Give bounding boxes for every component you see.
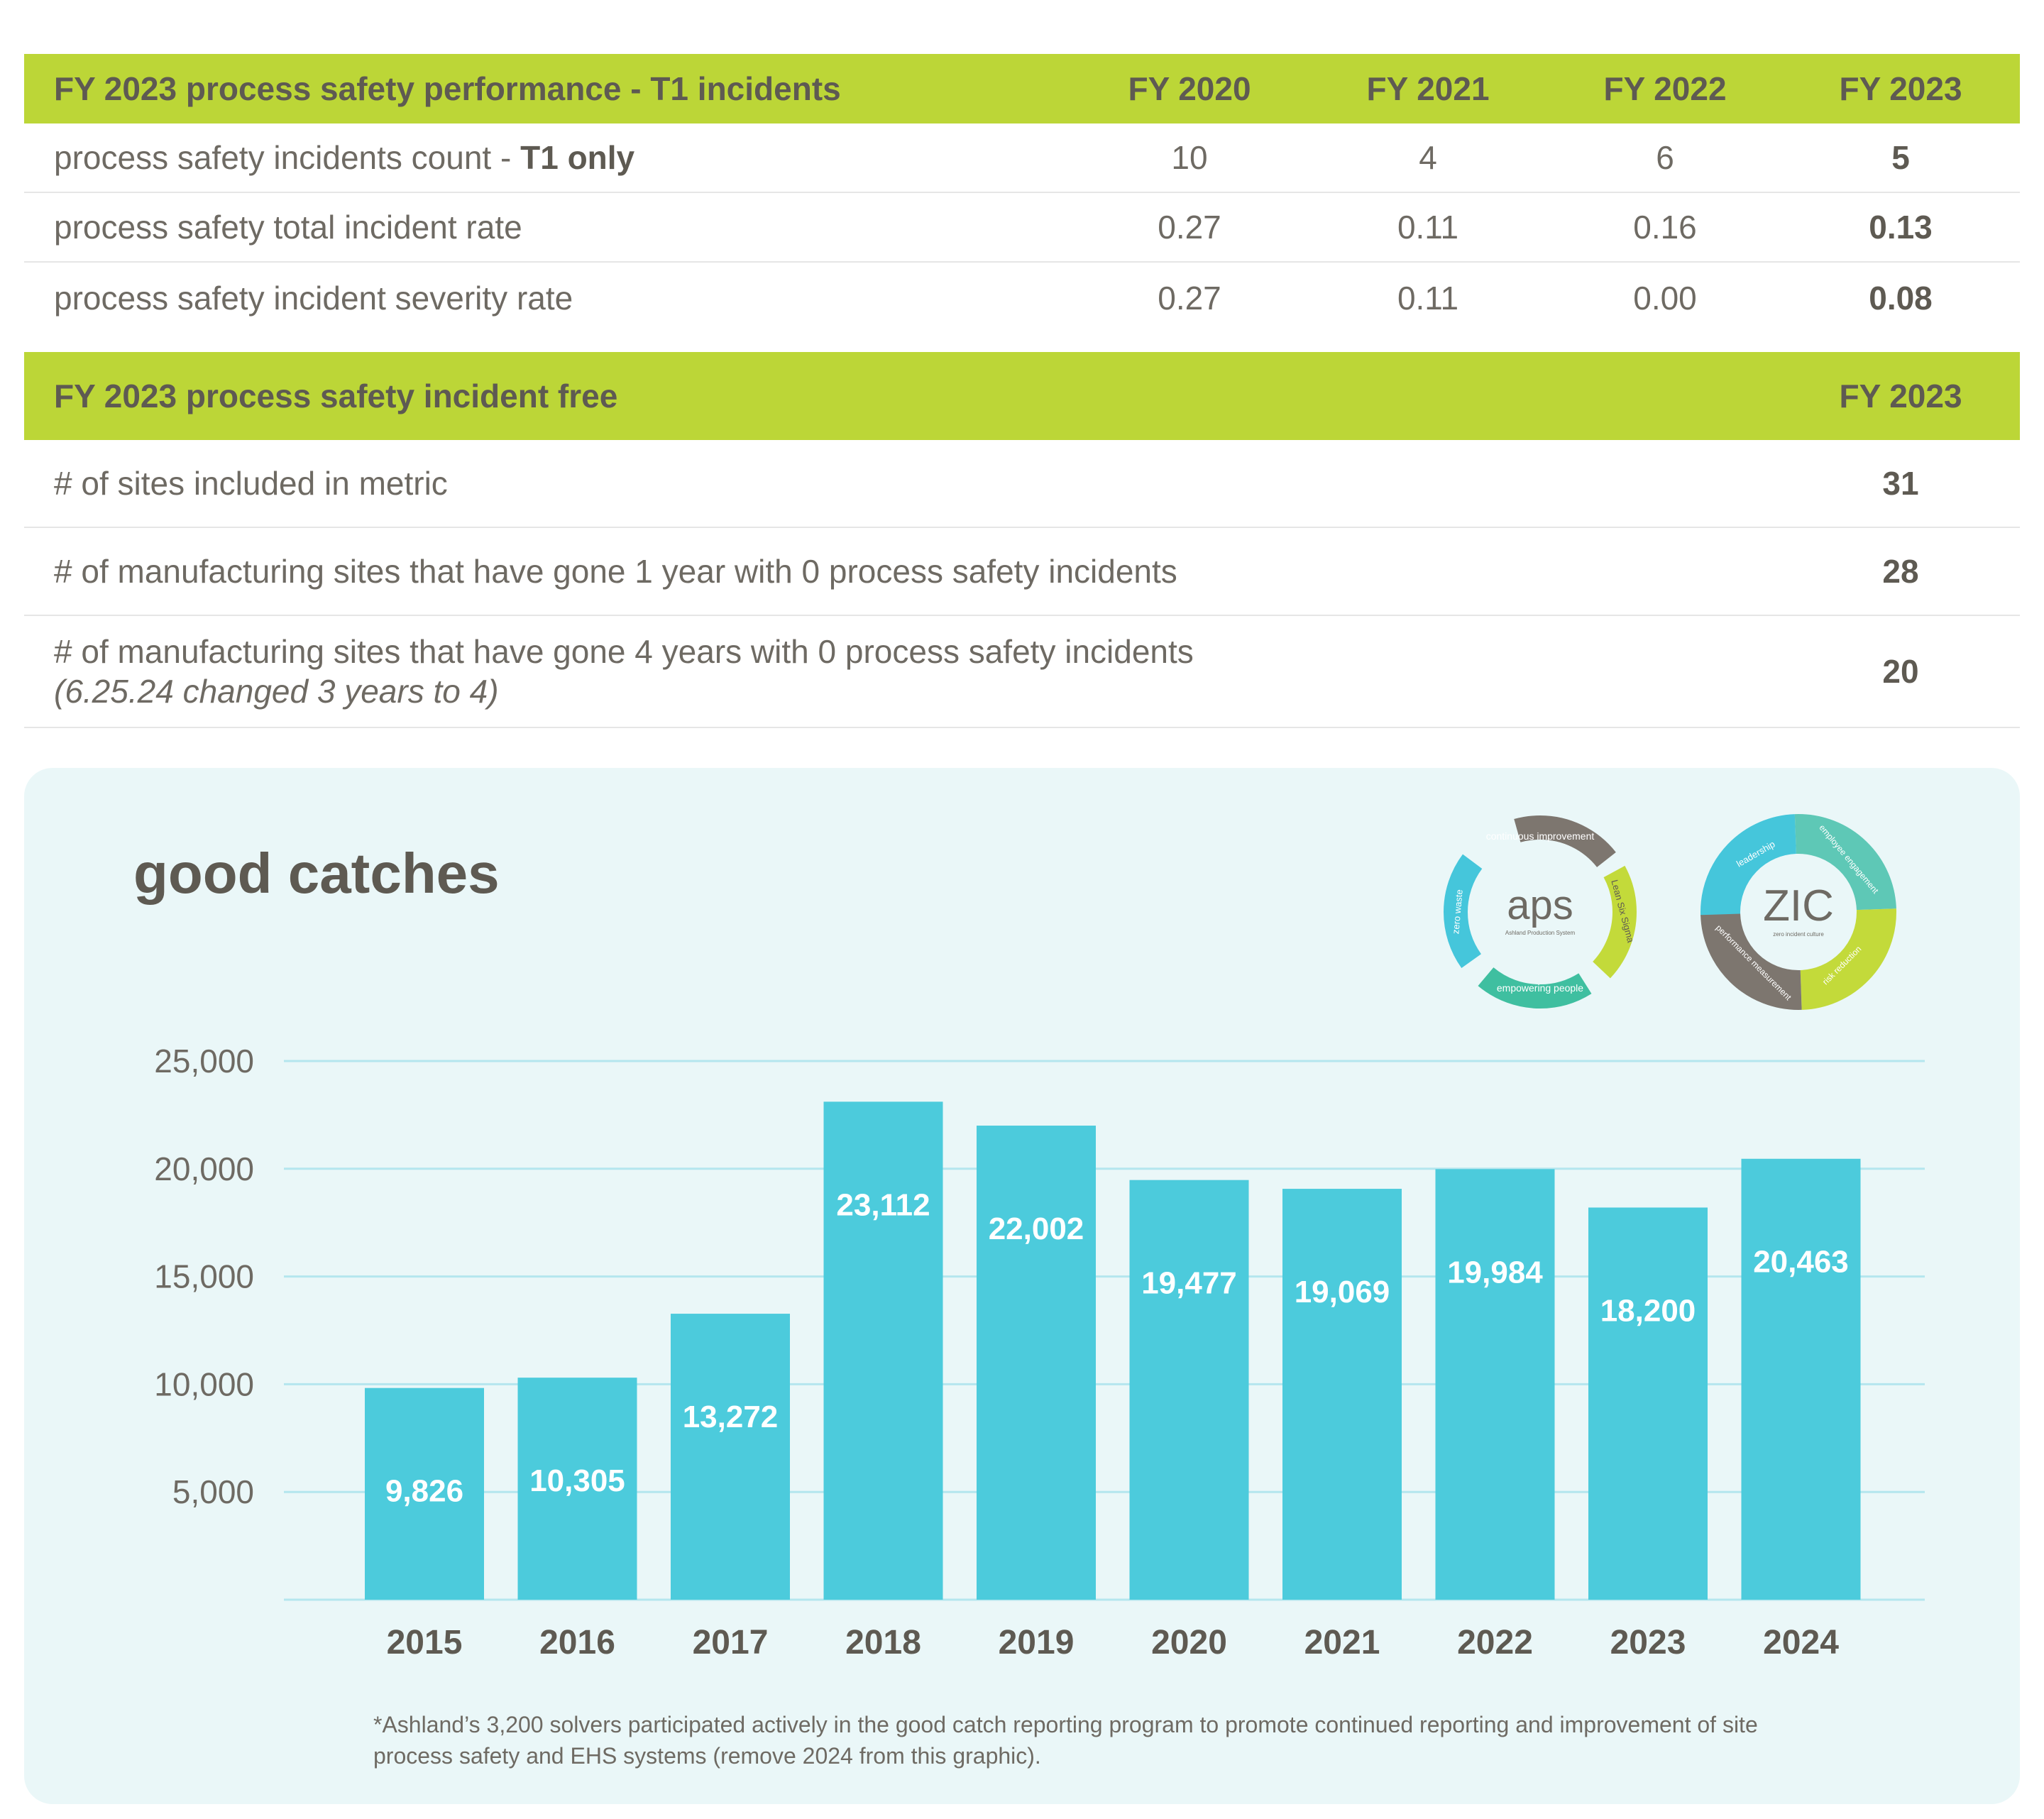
cell-value: 0.11 bbox=[1397, 280, 1459, 317]
chart-title: good catches bbox=[133, 842, 500, 905]
x-tick-label: 2023 bbox=[1610, 1624, 1686, 1661]
x-tick-label: 2022 bbox=[1457, 1624, 1533, 1661]
cell-value-current: 20 bbox=[1882, 653, 1919, 690]
x-tick-label: 2024 bbox=[1763, 1624, 1839, 1661]
zic-segment-ring bbox=[1700, 814, 1896, 1010]
aps-logo: continuous improvement Lean Six Sigma em… bbox=[1444, 815, 1637, 1009]
cell-value-current: 0.08 bbox=[1869, 280, 1933, 317]
zic-segment-ring bbox=[1700, 814, 1896, 1010]
bar bbox=[1741, 1158, 1861, 1600]
row-label: # of manufacturing sites that have gone … bbox=[54, 553, 1177, 590]
cell-value: 0.11 bbox=[1397, 209, 1459, 246]
year-col-2020: FY 2020 bbox=[1128, 70, 1251, 107]
aps-logo-subtext: Ashland Production System bbox=[1505, 930, 1576, 936]
bar-value-label: 19,069 bbox=[1295, 1275, 1390, 1309]
bar bbox=[823, 1101, 943, 1600]
cell-value: 0.00 bbox=[1633, 280, 1697, 317]
table-row: # of manufacturing sites that have gone … bbox=[24, 616, 2020, 728]
bar bbox=[1588, 1207, 1708, 1600]
chart-footnote: *Ashland’s 3,200 solvers participated ac… bbox=[373, 1712, 1758, 1769]
zic-segment-ring bbox=[1700, 814, 1896, 1010]
row-label: process safety incidents count - T1 only bbox=[54, 123, 634, 192]
cell-value-current: 5 bbox=[1891, 139, 1910, 176]
bar bbox=[1435, 1169, 1555, 1600]
row-label-text: # of manufacturing sites that have gone … bbox=[54, 633, 1194, 670]
y-tick-label: 5,000 bbox=[172, 1473, 254, 1510]
x-tick-label: 2018 bbox=[845, 1624, 921, 1661]
zic-logo-text: ZIC bbox=[1763, 881, 1834, 930]
cell-value: 0.27 bbox=[1158, 280, 1221, 317]
row-label: process safety incident severity rate bbox=[54, 280, 573, 317]
x-tick-label: 2015 bbox=[387, 1624, 463, 1661]
zic-segment-ring bbox=[1700, 814, 1896, 1010]
cell-value: 6 bbox=[1656, 139, 1674, 176]
x-tick-label: 2016 bbox=[539, 1624, 615, 1661]
y-tick-label: 25,000 bbox=[154, 1043, 254, 1079]
bar-value-label: 10,305 bbox=[529, 1463, 625, 1498]
cell-value-current: 28 bbox=[1882, 553, 1919, 590]
row-label-bold: T1 only bbox=[520, 139, 635, 176]
bar-value-label: 9,826 bbox=[385, 1474, 463, 1509]
x-tick-label: 2019 bbox=[999, 1624, 1075, 1661]
aps-segment-ring bbox=[1444, 815, 1637, 1009]
table-row: process safety total incident rate 0.27 … bbox=[24, 193, 2020, 263]
row-label-note: (6.25.24 changed 3 years to 4) bbox=[54, 673, 499, 710]
y-tick-label: 15,000 bbox=[154, 1258, 254, 1295]
table-row: # of manufacturing sites that have gone … bbox=[24, 528, 2020, 616]
aps-segment-ring bbox=[1444, 815, 1637, 1009]
bar bbox=[365, 1387, 484, 1600]
cell-value: 10 bbox=[1171, 139, 1208, 176]
bar-value-label: 22,002 bbox=[989, 1211, 1084, 1246]
cell-value-current: 0.13 bbox=[1869, 209, 1933, 246]
bar-value-label: 13,272 bbox=[683, 1400, 779, 1434]
aps-segment-label: continuous improvement bbox=[1486, 830, 1595, 842]
cell-value: 0.27 bbox=[1158, 209, 1221, 246]
aps-logo-text: aps bbox=[1507, 882, 1573, 928]
year-col-2021: FY 2021 bbox=[1366, 70, 1490, 107]
table-row: process safety incident severity rate 0.… bbox=[24, 263, 2020, 334]
table-row: process safety incidents count - T1 only… bbox=[24, 123, 2020, 193]
bar-value-label: 19,477 bbox=[1141, 1266, 1237, 1301]
aps-segment-ring bbox=[1444, 815, 1637, 1009]
row-label: # of sites included in metric bbox=[54, 465, 448, 502]
year-col-2022: FY 2022 bbox=[1603, 70, 1727, 107]
bar bbox=[977, 1126, 1096, 1600]
bar-value-label: 19,984 bbox=[1447, 1255, 1543, 1290]
row-label: process safety total incident rate bbox=[54, 209, 522, 246]
bar-value-label: 23,112 bbox=[836, 1187, 930, 1222]
bar-value-label: 18,200 bbox=[1600, 1293, 1696, 1328]
x-tick-label: 2017 bbox=[693, 1624, 769, 1661]
zic-logo: leadership employee engagement risk redu… bbox=[1700, 814, 1896, 1010]
y-tick-label: 10,000 bbox=[154, 1365, 254, 1402]
row-label-text: process safety incidents count - bbox=[54, 139, 521, 176]
bar bbox=[517, 1378, 637, 1600]
table-header: FY 2023 process safety performance - T1 … bbox=[24, 54, 2020, 123]
cell-value-current: 31 bbox=[1882, 465, 1919, 502]
bar-value-label: 20,463 bbox=[1753, 1245, 1849, 1280]
cell-value: 4 bbox=[1419, 139, 1437, 176]
table-title: FY 2023 process safety incident free bbox=[54, 378, 618, 414]
bar bbox=[671, 1314, 790, 1600]
aps-segment-label: empowering people bbox=[1497, 982, 1583, 994]
table-header: FY 2023 process safety incident free FY … bbox=[24, 352, 2020, 440]
year-col-2023: FY 2023 bbox=[1839, 70, 1962, 107]
table-row: # of sites included in metric 31 bbox=[24, 440, 2020, 528]
bar bbox=[1129, 1180, 1249, 1600]
zic-logo-subtext: zero incident culture bbox=[1773, 931, 1824, 938]
y-tick-label: 20,000 bbox=[154, 1150, 254, 1187]
year-col-2023: FY 2023 bbox=[1839, 378, 1962, 414]
x-tick-label: 2020 bbox=[1151, 1624, 1227, 1661]
table-title: FY 2023 process safety performance - T1 … bbox=[54, 70, 841, 107]
bar bbox=[1282, 1189, 1402, 1600]
aps-segment-ring bbox=[1444, 815, 1637, 1009]
aps-segment-label: zero waste bbox=[1450, 889, 1464, 935]
x-tick-label: 2021 bbox=[1304, 1624, 1380, 1661]
cell-value: 0.16 bbox=[1633, 209, 1697, 246]
row-label: # of manufacturing sites that have gone … bbox=[54, 616, 1194, 727]
